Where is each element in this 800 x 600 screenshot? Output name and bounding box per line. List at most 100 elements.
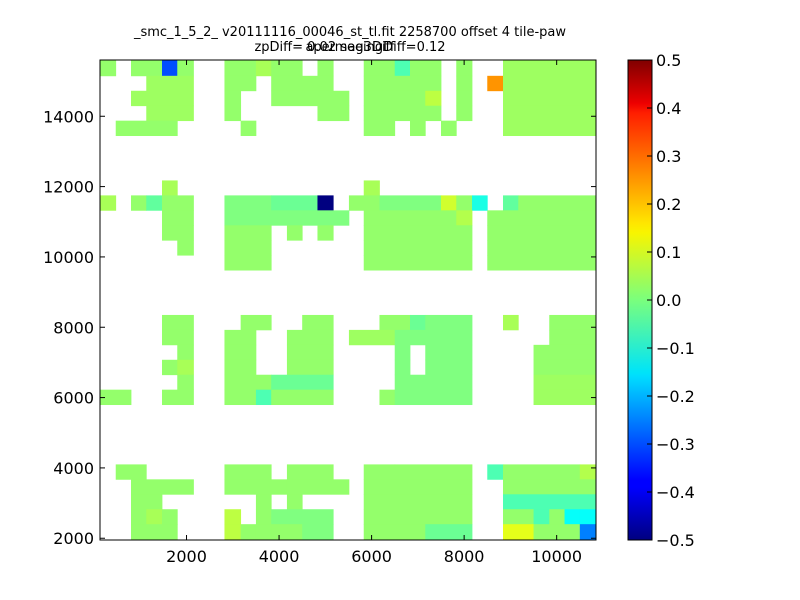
heatmap-cell	[487, 210, 597, 226]
heatmap-cell	[317, 60, 334, 77]
heatmap-cell	[146, 509, 163, 525]
chart-subtitle: zpDiff= 0.02 seeingDiff=0.12	[254, 40, 446, 55]
heatmap-cell	[363, 180, 380, 196]
heatmap-cell	[131, 509, 147, 525]
heatmap-cell	[162, 314, 194, 331]
heatmap-cell	[224, 255, 272, 271]
heatmap-cell	[394, 329, 473, 346]
heatmap-cell	[131, 524, 178, 541]
heatmap-cell	[131, 90, 194, 107]
heatmap-cell	[363, 105, 442, 122]
heatmap-cell	[425, 90, 442, 107]
heatmap-cell	[410, 314, 426, 331]
heatmap-cell	[487, 225, 597, 241]
heatmap-cell	[255, 389, 272, 406]
heatmap-cell	[224, 240, 272, 256]
heatmap-cell	[503, 90, 597, 107]
colorbar-tick-label: −0.2	[656, 387, 695, 406]
colorbar-tick-label: 0.5	[656, 51, 681, 70]
heatmap-cell	[379, 195, 442, 211]
colorbar-tick-label: 0.4	[656, 99, 681, 118]
heatmap-cell	[224, 464, 272, 480]
heatmap-cell	[472, 195, 488, 211]
heatmap-cell	[271, 374, 334, 391]
heatmap-cell	[286, 494, 303, 510]
heatmap-cell	[363, 120, 396, 137]
heatmap-cell	[224, 195, 272, 211]
y-tick-label: 14000	[43, 107, 94, 126]
heatmap-cell	[394, 344, 411, 361]
heatmap-cell	[394, 374, 473, 391]
heatmap-cell	[240, 120, 257, 137]
heatmap-cell	[579, 524, 597, 541]
heatmap-cell	[162, 195, 194, 211]
heatmap-cell	[224, 225, 272, 241]
heatmap-cell	[456, 60, 473, 77]
heatmap-cell	[271, 60, 303, 77]
heatmap-cell	[224, 374, 272, 391]
y-tick-label: 10000	[43, 248, 94, 267]
colorbar-tick-label: 0.2	[656, 195, 681, 214]
heatmap-cell	[146, 75, 194, 92]
heatmap-cell	[286, 225, 303, 241]
x-axis: 2000 4000 6000 8000 10000	[166, 60, 582, 566]
heatmap-cell	[363, 494, 473, 510]
heatmap-cell	[425, 524, 473, 541]
heatmap-cell	[487, 75, 504, 92]
heatmap-cell	[224, 75, 257, 92]
heatmap-cell	[533, 524, 581, 541]
y-tick-label: 4000	[53, 459, 94, 478]
colorbar-ticks: 0.5 0.4 0.3 0.2 0.1 0.0 −0.1 −0.2 −0.3 −0.4 −0.5	[647, 51, 695, 550]
x-tick-label: 8000	[444, 547, 485, 566]
heatmap-cell	[224, 479, 288, 495]
heatmap-cell	[271, 524, 303, 541]
heatmap-cell	[394, 60, 411, 77]
heatmap-cell	[456, 75, 473, 92]
heatmap-cell	[564, 509, 581, 525]
heatmap-cell	[363, 524, 396, 541]
heatmap-cell	[487, 255, 597, 271]
heatmap-cell	[271, 195, 318, 211]
heatmap-cell	[286, 479, 350, 495]
heatmap-cell	[177, 60, 194, 77]
heatmap-cell	[503, 120, 597, 137]
x-tick-label: 2000	[166, 547, 207, 566]
colorbar-tick-label: −0.5	[656, 531, 695, 550]
y-tick-label: 2000	[53, 529, 94, 548]
heatmap-cell	[549, 314, 597, 331]
heatmap-cell	[503, 464, 581, 480]
heatmap-cell	[177, 374, 194, 391]
heatmap-cell	[533, 509, 550, 525]
heatmap-cell	[503, 105, 597, 122]
heatmap-cell	[363, 479, 473, 495]
heatmap-cell	[162, 60, 178, 77]
heatmap-cell	[363, 464, 396, 480]
heatmap-cell	[162, 329, 194, 346]
heatmap-cell	[146, 195, 163, 211]
colorbar-tick-label: −0.4	[656, 483, 695, 502]
heatmap-cell	[410, 60, 442, 77]
heatmap-cell	[131, 494, 163, 510]
heatmap-cell	[533, 389, 597, 406]
heatmap-cell	[255, 509, 272, 525]
heatmap-cell	[394, 359, 411, 376]
heatmap-cell	[224, 359, 257, 376]
heatmap-cell	[518, 195, 597, 211]
heatmap-cell	[441, 120, 457, 137]
heatmap-cell	[456, 105, 473, 122]
heatmap-cell	[224, 509, 242, 525]
heatmap-cell	[271, 75, 334, 92]
plot-frame	[99, 59, 597, 541]
heatmap-cell	[240, 524, 257, 541]
heatmap-cell	[503, 60, 597, 77]
colorbar-tick-label: 0.0	[656, 291, 681, 310]
heatmap-cell	[271, 389, 334, 406]
heatmap-cell	[100, 60, 117, 77]
heatmap-cell	[317, 225, 334, 241]
y-tick-label: 12000	[43, 178, 94, 197]
heatmap-cell	[363, 255, 473, 271]
heatmap-cell	[255, 60, 272, 77]
colorbar-tick-label: 0.3	[656, 147, 681, 166]
heatmap-cell	[503, 509, 534, 525]
heatmap-cell	[487, 464, 504, 480]
